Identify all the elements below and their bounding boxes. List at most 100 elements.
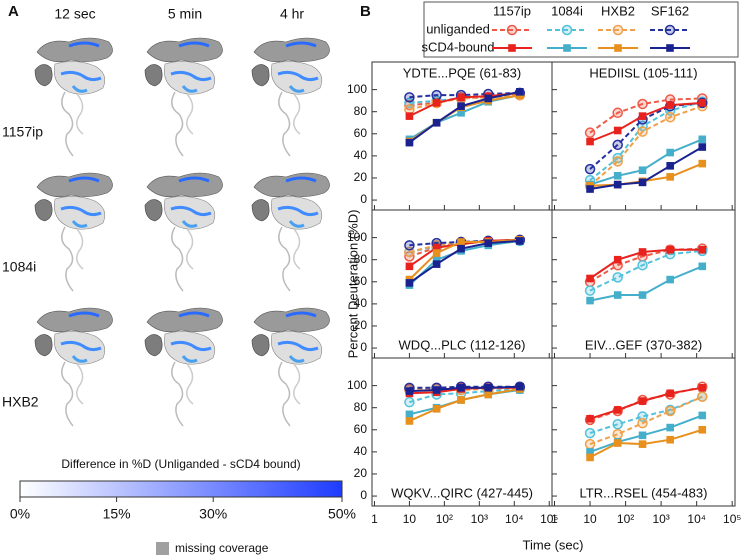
marker — [586, 448, 594, 456]
marker — [586, 453, 594, 462]
y-tick-label: 80 — [354, 252, 368, 266]
legend-header: 1157ip — [493, 3, 531, 18]
marker — [613, 255, 622, 264]
marker — [484, 390, 493, 399]
y-tick-label: 20 — [354, 170, 368, 184]
colorbar-tick-label: 50% — [328, 506, 356, 522]
colorbar-tick-label: 0% — [10, 506, 30, 522]
column-label: 4 hr — [280, 6, 304, 22]
panel-title: HEDIISL (105-111) — [589, 65, 697, 80]
row-label: 1157ip — [2, 124, 43, 140]
row-label: HXB2 — [2, 394, 39, 410]
protein-structure — [143, 306, 225, 428]
panel-title: WQKV...QIRC (427-445) — [391, 485, 533, 500]
marker — [698, 425, 707, 434]
marker — [612, 428, 623, 440]
x-tick-label: 10 — [583, 512, 597, 526]
marker — [698, 245, 707, 254]
marker — [612, 156, 623, 167]
protein-structure — [250, 171, 332, 293]
colorbar — [19, 480, 343, 498]
y-tick-label: 20 — [354, 466, 368, 480]
marker — [638, 291, 647, 299]
series-line — [589, 105, 703, 187]
marker — [666, 275, 674, 284]
series-line — [409, 387, 520, 404]
missing-coverage-swatch — [156, 542, 169, 555]
x-tick-label: 10⁴ — [687, 512, 706, 526]
panel-title: EIV...GEF (370-382) — [585, 337, 702, 352]
panel-label: A — [8, 3, 19, 20]
y-tick-label: 60 — [354, 422, 368, 436]
y-tick-label: 80 — [354, 104, 368, 118]
series-line — [589, 97, 703, 134]
marker — [404, 396, 415, 408]
x-tick-label: 10⁵ — [723, 512, 741, 526]
x-tick-label: 10² — [617, 512, 634, 526]
marker — [405, 262, 414, 271]
marker — [457, 384, 465, 392]
legend-marker — [666, 44, 674, 52]
series-line — [589, 100, 703, 181]
marker — [637, 417, 648, 429]
legend-header: 1084i — [551, 3, 583, 18]
marker — [637, 259, 648, 271]
panel-title: WDQ...PLC (112-126) — [399, 337, 526, 352]
legend-label: sCD4-bound — [422, 39, 495, 54]
colorbar-tick-label: 30% — [199, 506, 227, 522]
marker — [613, 171, 622, 180]
legend-marker — [506, 24, 518, 36]
plot-frame — [371, 357, 553, 507]
series-line — [589, 249, 703, 292]
marker — [666, 148, 674, 157]
marker — [612, 272, 623, 283]
marker — [584, 438, 596, 450]
marker — [432, 260, 441, 268]
marker — [457, 244, 465, 253]
marker — [432, 118, 441, 127]
marker — [457, 238, 465, 246]
marker — [612, 139, 623, 151]
series-line — [589, 395, 703, 435]
legend-marker — [561, 24, 573, 36]
legend-marker — [614, 44, 622, 52]
marker — [638, 397, 647, 405]
marker — [698, 135, 707, 144]
marker — [613, 439, 622, 447]
marker — [432, 99, 441, 107]
marker — [484, 384, 493, 392]
marker — [432, 249, 441, 257]
panel-title: LTR...RSEL (454-483) — [580, 485, 708, 500]
marker — [698, 159, 707, 168]
marker — [638, 440, 647, 448]
marker — [698, 384, 707, 392]
marker — [405, 387, 414, 395]
legend-marker — [612, 24, 624, 36]
marker — [612, 419, 623, 430]
y-tick-label: 100 — [347, 82, 367, 96]
protein-structure — [250, 36, 332, 158]
y-tick-label: 100 — [347, 230, 367, 244]
marker — [404, 92, 415, 103]
marker — [432, 243, 441, 252]
x-tick-label: 10⁵ — [540, 512, 558, 526]
y-tick-label: 0 — [360, 340, 367, 354]
marker — [431, 89, 442, 101]
y-tick-label: 40 — [354, 444, 368, 458]
marker — [698, 143, 707, 151]
legend-marker — [563, 44, 571, 52]
missing-coverage-label: missing coverage — [175, 541, 269, 555]
marker — [484, 94, 493, 103]
marker — [613, 126, 622, 135]
marker — [584, 285, 596, 296]
x-tick-label: 10² — [436, 512, 453, 526]
marker — [457, 102, 465, 110]
plot-frame — [551, 357, 736, 507]
marker — [698, 411, 707, 420]
plot-frame — [371, 61, 553, 211]
marker — [664, 405, 676, 417]
legend-label: unliganded — [426, 21, 490, 36]
panel-title: YDTE...PQE (61-83) — [403, 65, 521, 80]
column-label: 5 min — [168, 6, 202, 22]
